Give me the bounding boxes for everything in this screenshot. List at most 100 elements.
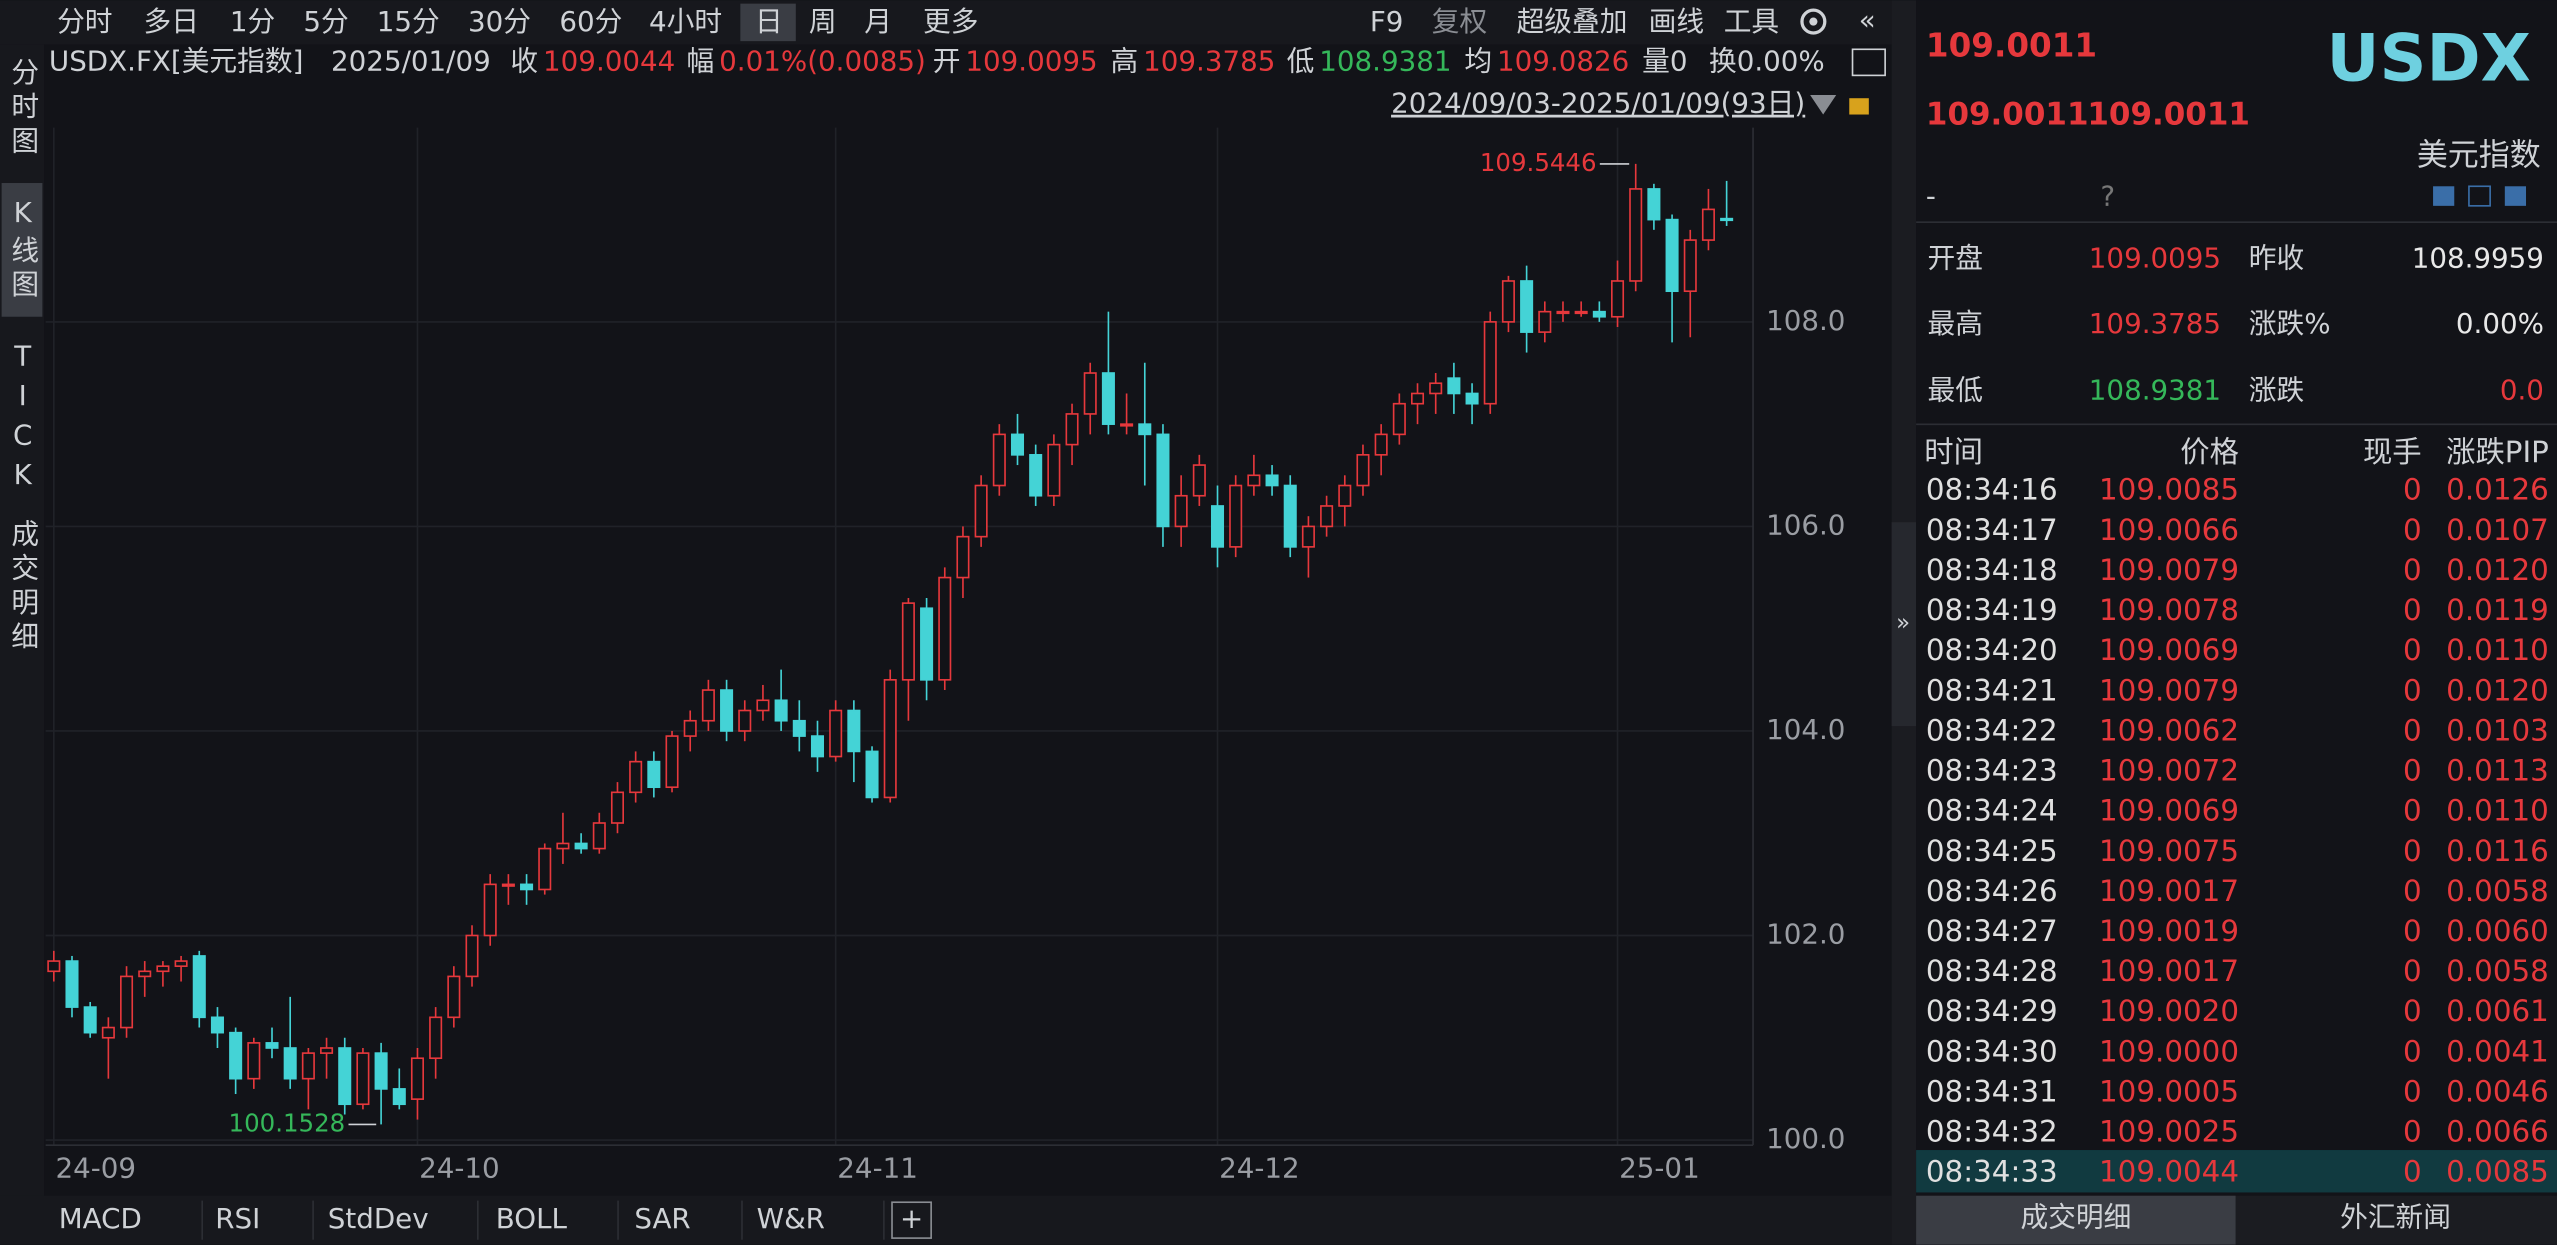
tool-button[interactable]: 画线 bbox=[1649, 5, 1704, 38]
table-cell: 08:34:33 bbox=[1926, 1155, 2058, 1189]
candle-body bbox=[1283, 484, 1297, 548]
gear-icon[interactable] bbox=[1800, 8, 1827, 35]
table-header: 现手 bbox=[2363, 435, 2422, 469]
tab-bg bbox=[2235, 1195, 2557, 1245]
tool-button[interactable]: 复权 bbox=[1432, 5, 1487, 38]
panel-tab[interactable]: 外汇新闻 bbox=[2340, 1201, 2451, 1234]
help[interactable]: ? bbox=[2100, 180, 2115, 213]
gear[interactable] bbox=[1800, 8, 1827, 35]
table-cell: 109.0017 bbox=[2099, 954, 2239, 988]
indicator-tab[interactable]: MACD bbox=[59, 1202, 142, 1235]
sidebar-tab[interactable]: 成交明细 bbox=[6, 519, 39, 656]
candle-body bbox=[592, 822, 606, 850]
candle-body bbox=[1520, 280, 1534, 333]
period-button[interactable]: 5分 bbox=[303, 5, 348, 38]
period-button[interactable]: 更多 bbox=[923, 5, 978, 38]
candle-body bbox=[229, 1031, 243, 1080]
table-cell: 0.0058 bbox=[2446, 954, 2549, 988]
candle-body bbox=[574, 842, 588, 850]
period-button[interactable]: 4小时 bbox=[649, 5, 722, 38]
lock-icon[interactable] bbox=[1849, 98, 1869, 115]
stat-value: 0.00% bbox=[2456, 307, 2544, 340]
table-cell: 08:34:24 bbox=[1926, 794, 2058, 828]
period-button[interactable]: 1分 bbox=[230, 5, 275, 38]
table-cell: 109.0062 bbox=[2099, 713, 2239, 747]
candle-body bbox=[1683, 239, 1697, 293]
stat-value: 109.3785 bbox=[2089, 307, 2221, 340]
tool-button[interactable]: 超级叠加 bbox=[1517, 5, 1628, 38]
candle-body bbox=[701, 689, 715, 722]
table-cell: 109.0044 bbox=[2099, 1155, 2239, 1189]
volume: 量0 bbox=[1642, 44, 1687, 77]
table-cell: 0 bbox=[2403, 1074, 2422, 1108]
collapse-toolbar[interactable]: « bbox=[1859, 4, 1876, 37]
candle-body bbox=[647, 760, 661, 789]
edit-icon[interactable] bbox=[2433, 186, 2455, 206]
stat-value: 108.9959 bbox=[2412, 242, 2544, 275]
candle-body bbox=[556, 842, 570, 850]
table-cell: 109.0079 bbox=[2099, 553, 2239, 587]
candle-body bbox=[901, 602, 915, 681]
table-cell: 0.0066 bbox=[2446, 1115, 2549, 1149]
indicator-tab[interactable]: RSI bbox=[215, 1202, 260, 1235]
collapse-handle[interactable] bbox=[1891, 522, 1917, 727]
period-button[interactable]: 60分 bbox=[559, 5, 622, 38]
table-cell: 0 bbox=[2403, 713, 2422, 747]
change-label: 幅 bbox=[687, 44, 715, 77]
tool-button[interactable]: 工具 bbox=[1724, 5, 1779, 38]
indicator-tab[interactable]: StdDev bbox=[328, 1202, 429, 1235]
table-cell: 0 bbox=[2403, 994, 2422, 1028]
symbol: USDX.FX[美元指数] bbox=[49, 44, 303, 77]
candle-body bbox=[265, 1042, 279, 1049]
candle-body bbox=[138, 970, 152, 978]
indicator-tab[interactable]: SAR bbox=[634, 1202, 690, 1235]
period-button[interactable]: 分时 bbox=[57, 5, 112, 38]
gear-center[interactable] bbox=[1809, 17, 1818, 26]
add-icon[interactable] bbox=[2504, 186, 2527, 206]
candle-body bbox=[1611, 280, 1625, 318]
table-cell: 109.0020 bbox=[2099, 994, 2239, 1028]
candle-body bbox=[120, 975, 134, 1029]
candle-body bbox=[1392, 402, 1406, 436]
table-cell: 0 bbox=[2403, 834, 2422, 868]
table-header: 价格 bbox=[2180, 435, 2239, 469]
table-cell: 0 bbox=[2403, 1034, 2422, 1068]
table-cell: 08:34:30 bbox=[1926, 1034, 2058, 1068]
candle-body bbox=[338, 1047, 352, 1106]
period-button[interactable]: 周 bbox=[809, 5, 837, 38]
period-button[interactable]: 30分 bbox=[468, 5, 531, 38]
panel-tab[interactable]: 成交明细 bbox=[2020, 1201, 2131, 1234]
add-indicator-icon[interactable]: + bbox=[900, 1202, 923, 1235]
candle-body bbox=[1556, 310, 1570, 315]
candle-body bbox=[356, 1052, 370, 1106]
open-label: 开 bbox=[933, 44, 961, 77]
candle-body bbox=[738, 709, 752, 732]
range-dropdown[interactable] bbox=[1810, 94, 1837, 115]
period-button[interactable]: 日 bbox=[755, 5, 783, 38]
candle-body bbox=[1374, 433, 1388, 456]
add-indicator[interactable] bbox=[891, 1201, 932, 1239]
period-button[interactable]: 月 bbox=[864, 5, 892, 38]
candle-body bbox=[447, 975, 461, 1019]
sidebar-tab[interactable]: TICK bbox=[6, 340, 39, 498]
high-label: 高 bbox=[1111, 44, 1139, 77]
date-range[interactable]: 2024/09/03-2025/01/09(93日) bbox=[1391, 87, 1805, 120]
table-cell: 109.0078 bbox=[2099, 593, 2239, 627]
candle-body bbox=[829, 709, 843, 758]
period-button[interactable]: 15分 bbox=[377, 5, 440, 38]
period-button[interactable]: 多日 bbox=[144, 5, 199, 38]
candle-body bbox=[1210, 505, 1225, 548]
indicator-tab[interactable]: BOLL bbox=[496, 1202, 568, 1235]
collapse-icon[interactable]: » bbox=[1896, 610, 1910, 636]
wp-icon[interactable] bbox=[1851, 48, 1886, 77]
table-header: 时间 bbox=[1924, 435, 1983, 469]
dash: - bbox=[1926, 180, 1936, 213]
candle-body bbox=[956, 535, 970, 579]
candle-body bbox=[756, 699, 770, 712]
alert-icon[interactable] bbox=[2468, 185, 2491, 207]
avg-label: 均 bbox=[1464, 44, 1492, 77]
sidebar-tab[interactable]: K线图 bbox=[6, 196, 39, 304]
tool-button[interactable]: F9 bbox=[1370, 5, 1404, 38]
sidebar-tab[interactable]: 分时图 bbox=[6, 57, 39, 160]
indicator-tab[interactable]: W&R bbox=[757, 1202, 825, 1235]
